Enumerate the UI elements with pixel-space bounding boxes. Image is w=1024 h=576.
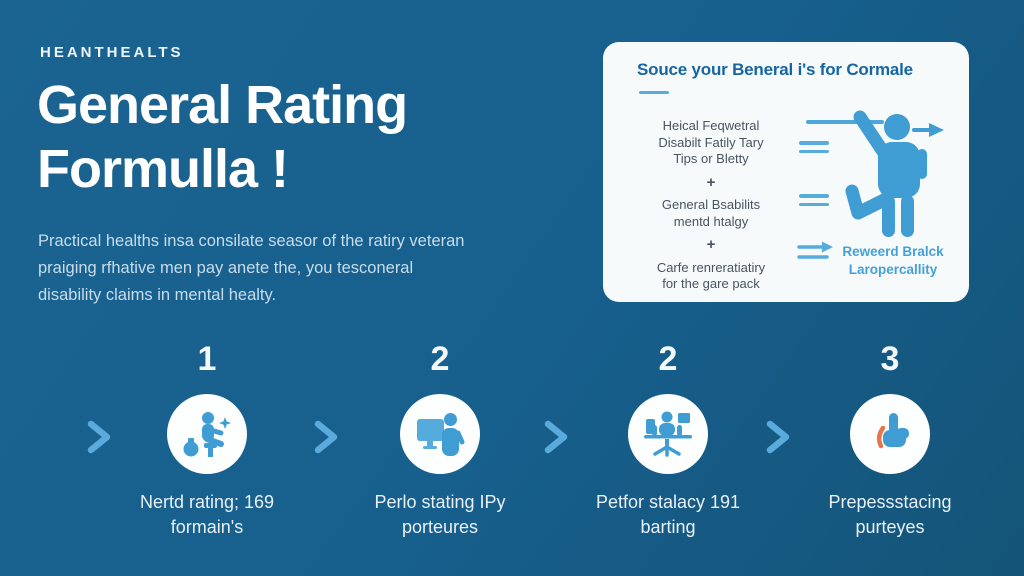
step-caption: Petfor stalacy 191 barting	[563, 490, 773, 540]
chevron-right-icon	[314, 420, 338, 454]
step-2: 2 Perlo stating IPy porteures	[335, 342, 545, 540]
person-at-desk-icon	[644, 411, 692, 457]
brand-logo: HEANTHEALTS	[40, 44, 184, 61]
formula-item-line: Carfe renreratiatiry	[656, 259, 766, 275]
step-1: 1 Nertd rating; 169 formain's	[102, 342, 312, 540]
step-caption: Perlo stating IPy porteures	[335, 490, 545, 540]
formula-item: Carfe renreratiatiry for the gare pack	[611, 260, 811, 293]
equals-sign	[799, 141, 829, 153]
result-label: Reweerd Bralck Laropercallity	[816, 243, 970, 279]
step-caption-line: barting	[640, 517, 696, 538]
step-3: 2 Petfor stalacy 191 barting	[563, 342, 773, 540]
chevron-right-icon	[766, 420, 790, 454]
step-caption-line: Perlo stating IPy	[374, 492, 506, 512]
formula-item-line: Heical Feqwetral	[662, 118, 760, 133]
step-caption-line: Prepessstacing	[828, 492, 952, 512]
step-number: 3	[880, 340, 900, 378]
intro-line: praiging rfhative men pay anete the, you…	[38, 259, 414, 278]
card-title: Souce your Beneral i's for Cormale	[637, 60, 913, 79]
page-title: General Rating Formulla !	[37, 74, 408, 201]
formula-item-list: Heical Feqwetral Disabilt Fatily Tary Ti…	[611, 118, 811, 293]
intro-line: Practical healths insa consilate seasor …	[38, 232, 465, 250]
formula-item-line: Disabilt Fatily Tary	[658, 134, 764, 150]
person-raising-arm-icon	[806, 110, 944, 237]
page-title-line2: Formulla !	[37, 138, 289, 199]
formula-item: Heical Feqwetral Disabilt Fatily Tary Ti…	[611, 118, 811, 168]
step-number: 2	[658, 340, 678, 378]
step-caption-line: Petfor stalacy 191	[595, 492, 741, 512]
step-caption: Nertd rating; 169 formain's	[102, 490, 312, 540]
step-icon-circle	[850, 394, 930, 474]
step-caption-line: purteyes	[855, 517, 925, 538]
step-caption-line: Nertd rating; 169	[139, 492, 275, 512]
step-icon-circle	[628, 394, 708, 474]
step-4: 3 Prepessstacing purteyes	[785, 342, 995, 540]
formula-item-line: Tips or Bletty	[673, 151, 749, 167]
formula-item: General Bsabilits mentd htalgy	[611, 197, 811, 230]
seated-person-sparkle-icon	[183, 412, 231, 457]
intro-paragraph: Practical healths insa consilate seasor …	[38, 228, 464, 309]
equals-sign	[799, 194, 829, 206]
page-title-line1: General Rating	[37, 75, 408, 135]
chevron-right-icon	[87, 420, 111, 454]
result-label-line: Reweerd Bralck	[842, 244, 944, 259]
step-caption-line: porteures	[401, 517, 479, 538]
formula-item-line: General Bsabilits	[661, 197, 761, 213]
person-with-monitor-icon	[417, 413, 465, 456]
step-icon-circle	[400, 394, 480, 474]
step-number: 1	[197, 340, 217, 378]
step-number: 2	[430, 340, 450, 378]
formula-item-line: for the gare pack	[662, 276, 760, 292]
chevron-right-icon	[544, 420, 568, 454]
plus-sign: +	[706, 173, 716, 191]
result-label-line: Laropercallity	[848, 261, 938, 277]
title-underline	[639, 91, 669, 94]
step-caption-line: formain's	[170, 517, 244, 538]
pointing-hand-icon	[876, 413, 909, 449]
arrow-right-icon	[797, 241, 833, 259]
formula-item-line: mentd htalgy	[673, 213, 749, 229]
plus-sign: +	[706, 236, 716, 254]
intro-line: disability claims in mental healty.	[38, 286, 277, 305]
step-caption: Prepessstacing purteyes	[785, 490, 995, 540]
step-icon-circle	[167, 394, 247, 474]
formula-card: Souce your Beneral i's for Cormale Heica…	[603, 42, 969, 302]
